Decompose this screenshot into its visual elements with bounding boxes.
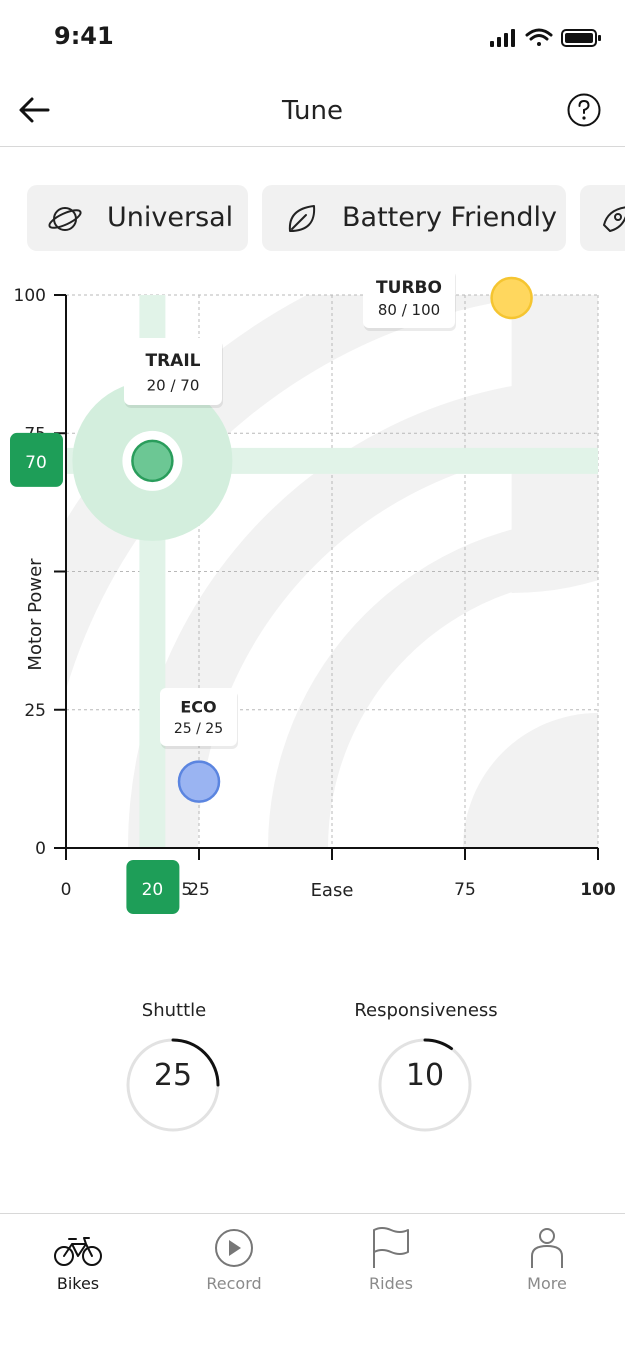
tab-label: More — [527, 1274, 567, 1293]
y-tick-label: 0 — [35, 839, 46, 859]
x-tick-label-partial: 5 — [181, 880, 192, 900]
y-value-pill — [10, 432, 63, 487]
x-tick-label: 0 — [61, 880, 72, 900]
shuttle-dial[interactable]: Shuttle 25 — [84, 1000, 264, 1140]
tab-label: Record — [206, 1274, 262, 1293]
back-arrow-icon[interactable] — [14, 90, 54, 130]
tab-label: Rides — [369, 1274, 413, 1293]
tab-more[interactable]: More — [469, 1214, 625, 1314]
callout-name: TURBO — [376, 278, 442, 298]
dial-label: Shuttle — [141, 1000, 207, 1021]
dial-value: 25 — [153, 1058, 193, 1093]
tab-bar: Bikes Record Rides More — [0, 1213, 625, 1351]
x-value-pill — [126, 860, 180, 914]
person-icon — [531, 1228, 563, 1268]
y-value-pill-text: 70 — [25, 453, 47, 473]
dial-label: Responsiveness — [354, 1000, 498, 1021]
flag-icon — [373, 1227, 409, 1268]
point-turbo-ring — [490, 276, 533, 320]
header: Tune — [0, 72, 625, 147]
x-tick-label: 75 — [454, 880, 476, 900]
y-tick-label: 100 — [14, 286, 46, 306]
preset-battery-friendly[interactable]: Battery Friendly — [262, 185, 566, 251]
signal-icon — [490, 29, 515, 47]
callout-value: 25 / 25 — [174, 721, 223, 737]
dial-ring — [378, 1038, 472, 1132]
point-trail-ring — [131, 439, 174, 483]
rocket-icon — [603, 206, 625, 232]
page-title: Tune — [282, 96, 343, 126]
callout-eco — [160, 688, 237, 746]
preset-label: Battery Friendly — [342, 202, 558, 233]
callout-turbo — [363, 268, 455, 328]
bike-icon — [54, 1237, 102, 1266]
chart-points: TRAIL 20 / 70 ECO 25 / 25 TURBO 80 / 100 — [124, 268, 533, 803]
battery-icon — [561, 29, 601, 47]
point-eco-ring — [177, 760, 221, 803]
leaf-icon — [288, 205, 316, 232]
play-circle-icon — [215, 1229, 253, 1267]
tab-label: Bikes — [56, 1274, 100, 1293]
tab-rides[interactable]: Rides — [313, 1214, 469, 1314]
callout-trail — [124, 338, 222, 405]
x-value-pill-text: 20 — [142, 880, 164, 900]
tab-bikes[interactable]: Bikes — [0, 1214, 156, 1314]
x-tick-label: 100 — [580, 880, 616, 900]
y-tick-label: 25 — [24, 701, 46, 721]
dial-ring — [126, 1038, 220, 1132]
dial-value: 10 — [405, 1058, 445, 1093]
status-icons — [490, 28, 601, 47]
zone-band — [463, 713, 598, 848]
point-eco-marker — [179, 761, 219, 802]
callout-value: 20 / 70 — [147, 376, 200, 394]
wifi-icon — [525, 28, 553, 46]
preset-row: Universal Battery Friendly — [0, 185, 625, 253]
preset-rocket[interactable] — [580, 185, 625, 251]
x-tick-label: 25 — [188, 880, 210, 900]
status-bar: 9:41 — [0, 0, 625, 72]
status-time: 9:41 — [54, 22, 114, 50]
chart-grid — [66, 294, 599, 848]
y-axis-title: Motor Power — [25, 558, 46, 671]
zone-band — [511, 295, 598, 433]
help-icon[interactable] — [566, 92, 602, 128]
preset-universal[interactable]: Universal — [27, 185, 248, 251]
planet-icon — [48, 207, 82, 231]
callout-name: ECO — [180, 697, 216, 716]
chart-zone-bands — [66, 295, 598, 848]
point-turbo-marker — [491, 278, 532, 318]
tab-record[interactable]: Record — [156, 1214, 312, 1314]
x-axis-title: Ease — [311, 880, 354, 901]
point-trail-marker — [132, 440, 173, 481]
callout-name: TRAIL — [145, 351, 200, 371]
preset-label: Universal — [107, 202, 234, 233]
responsiveness-dial[interactable]: Responsiveness 10 — [336, 1000, 516, 1140]
callout-value: 80 / 100 — [378, 301, 440, 319]
